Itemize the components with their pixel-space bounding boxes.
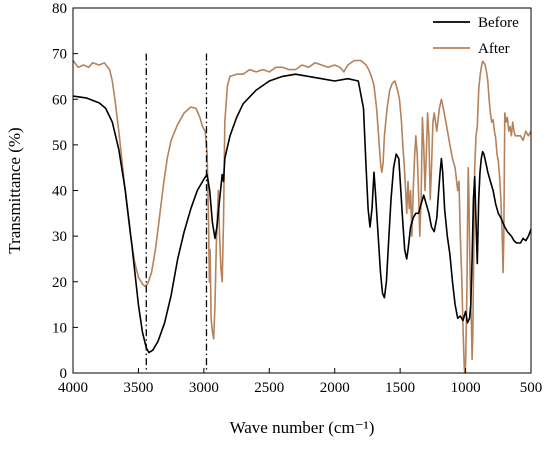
x-tick-label-3500: 3500 xyxy=(123,380,153,396)
series-line-after xyxy=(72,59,532,374)
y-axis-title: Transmittance (%) xyxy=(5,127,24,253)
y-tick-label-40: 40 xyxy=(52,184,67,200)
x-axis-title: Wave number (cm⁻¹) xyxy=(230,418,375,437)
x-tick-label-1000: 1000 xyxy=(451,380,481,396)
y-tick-label-20: 20 xyxy=(52,275,67,291)
y-tick-label-30: 30 xyxy=(52,229,67,245)
y-tick-label-80: 80 xyxy=(52,1,67,17)
x-tick-label-500: 500 xyxy=(520,380,543,396)
y-tick-label-70: 70 xyxy=(52,47,67,63)
x-tick-label-1500: 1500 xyxy=(385,380,415,396)
series-layer xyxy=(72,59,532,374)
x-tick-label-3000: 3000 xyxy=(189,380,219,396)
x-tick-label-2000: 2000 xyxy=(320,380,350,396)
legend-label-after: After xyxy=(478,41,510,57)
y-tick-label-10: 10 xyxy=(52,320,67,336)
legend: Before After xyxy=(433,15,519,57)
legend-label-before: Before xyxy=(478,15,519,31)
y-tick-label-0: 0 xyxy=(60,366,68,382)
x-tick-label-2500: 2500 xyxy=(254,380,284,396)
x-tick-label-4000: 4000 xyxy=(58,380,88,396)
reference-lines xyxy=(145,53,208,373)
y-tick-label-50: 50 xyxy=(52,138,67,154)
tick-layer: 4000 3500 3000 2500 2000 1500 1000 500 0 10 20 30 40… xyxy=(52,1,542,396)
y-tick-label-60: 60 xyxy=(52,92,67,108)
series-line-before xyxy=(72,73,532,354)
